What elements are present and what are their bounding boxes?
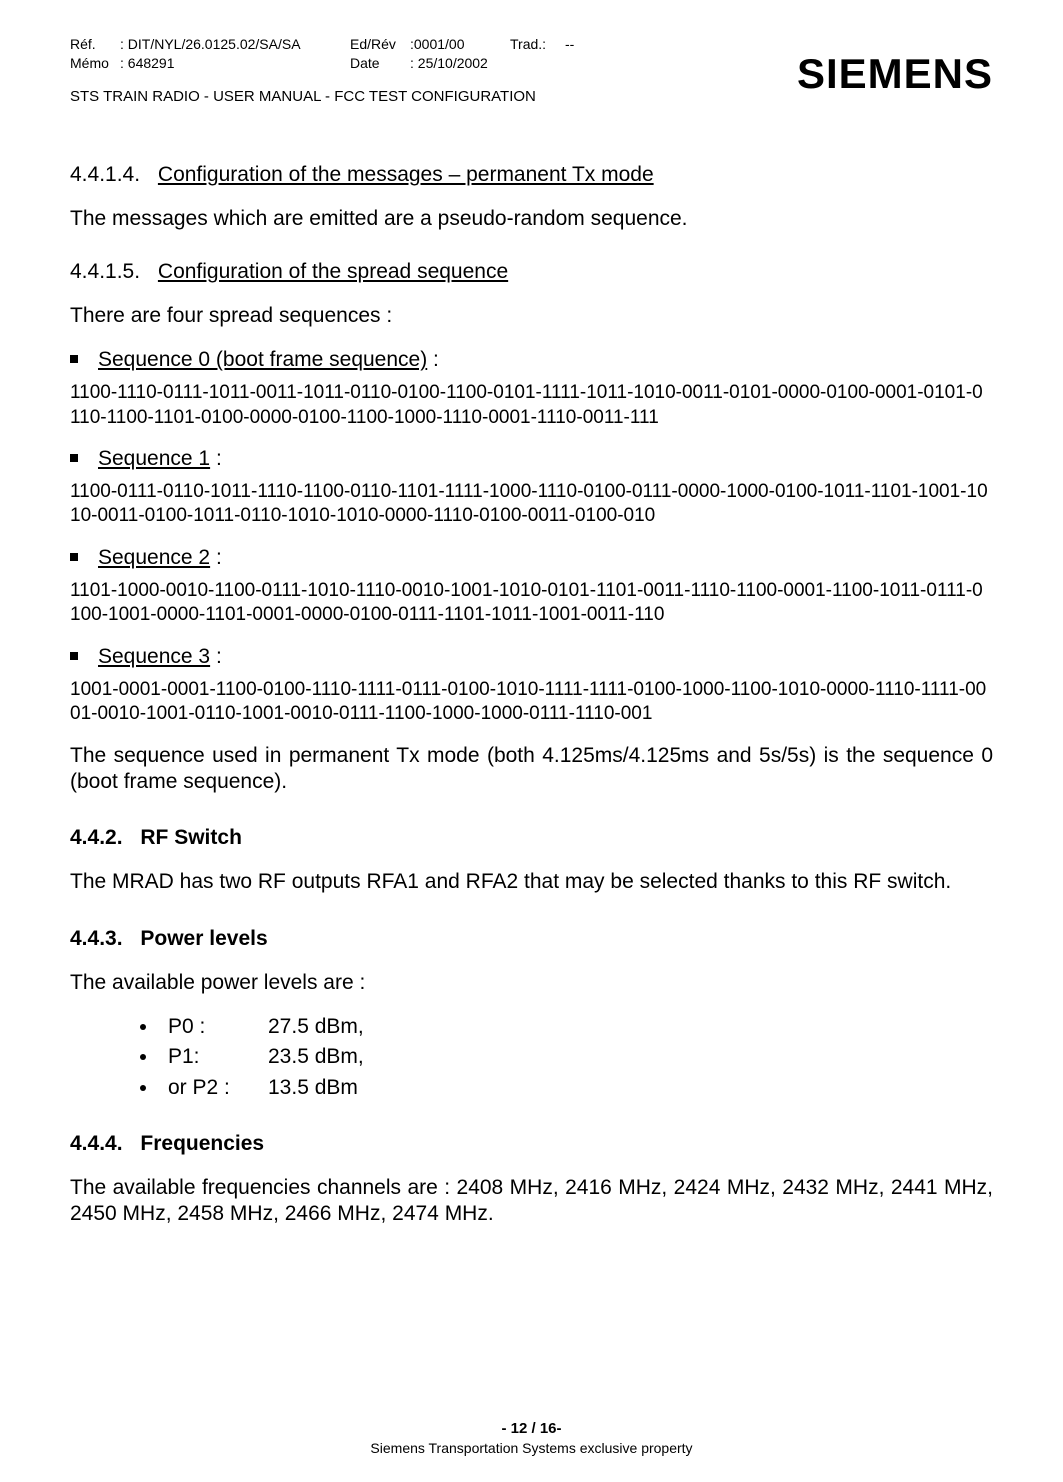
content-body: 4.4.1.4. Configuration of the messages –… — [70, 162, 993, 1228]
section-title: Configuration of the spread sequence — [158, 260, 508, 283]
page-footer: - 12 / 16- Siemens Transportation System… — [0, 1419, 1063, 1457]
power-level-value: 23.5 dBm, — [268, 1044, 364, 1070]
section-number: 4.4.1.5. — [70, 259, 140, 285]
section-title: Configuration of the messages – permanen… — [158, 163, 654, 186]
disc-bullet-icon — [140, 1085, 146, 1091]
sequence-item-3: Sequence 3 : — [70, 644, 993, 670]
sequence-label-tail: : — [210, 447, 222, 470]
power-level-value: 13.5 dBm — [268, 1075, 358, 1101]
sequence-item-0: Sequence 0 (boot frame sequence) : — [70, 347, 993, 373]
square-bullet-icon — [70, 454, 78, 462]
trad-label: Trad.: — [510, 35, 565, 54]
sequence-item-1: Sequence 1 : — [70, 446, 993, 472]
trad-value: -- — [565, 35, 574, 54]
section-number: 4.4.1.4. — [70, 162, 140, 188]
siemens-logo: SIEMENS — [797, 50, 993, 98]
paragraph: The available frequencies channels are :… — [70, 1175, 993, 1228]
sequence-data: 1001-0001-0001-1100-0100-1110-1111-0111-… — [70, 678, 993, 727]
sequence-label: Sequence 3 : — [98, 644, 222, 670]
section-number: 4.4.2. — [70, 825, 123, 851]
sequence-item-2: Sequence 2 : — [70, 545, 993, 571]
power-level-item: or P2 : 13.5 dBm — [70, 1075, 993, 1101]
section-title: RF Switch — [140, 826, 242, 849]
heading-44114: 4.4.1.4. Configuration of the messages –… — [70, 162, 993, 188]
power-level-label: P1: — [168, 1044, 268, 1070]
sequence-label: Sequence 1 : — [98, 446, 222, 472]
memo-value: : 648291 — [120, 54, 350, 73]
edrev-label: Ed/Rév — [350, 35, 410, 54]
power-level-item: P1: 23.5 dBm, — [70, 1044, 993, 1070]
sequence-data: 1100-0111-0110-1011-1110-1100-0110-1101-… — [70, 480, 993, 529]
square-bullet-icon — [70, 355, 78, 363]
sequence-label-underline: Sequence 1 — [98, 447, 210, 470]
square-bullet-icon — [70, 652, 78, 660]
sequence-label: Sequence 2 : — [98, 545, 222, 571]
section-title: Frequencies — [140, 1132, 264, 1155]
heading-44115: 4.4.1.5. Configuration of the spread seq… — [70, 259, 993, 285]
paragraph: The MRAD has two RF outputs RFA1 and RFA… — [70, 869, 993, 895]
paragraph: The sequence used in permanent Tx mode (… — [70, 743, 993, 796]
square-bullet-icon — [70, 553, 78, 561]
sequence-label-tail: : — [427, 348, 439, 371]
disc-bullet-icon — [140, 1054, 146, 1060]
power-level-item: P0 : 27.5 dBm, — [70, 1014, 993, 1040]
edrev-value: :0001/00 — [410, 35, 510, 54]
section-title: Power levels — [140, 927, 267, 950]
disc-bullet-icon — [140, 1024, 146, 1030]
sequence-data: 1100-1110-0111-1011-0011-1011-0110-0100-… — [70, 381, 993, 430]
power-levels-list: P0 : 27.5 dBm, P1: 23.5 dBm, or P2 : 13.… — [70, 1014, 993, 1101]
power-level-label: P0 : — [168, 1014, 268, 1040]
paragraph: The available power levels are : — [70, 970, 993, 996]
sequence-data: 1101-1000-0010-1100-0111-1010-1110-0010-… — [70, 579, 993, 628]
footer-property-notice: Siemens Transportation Systems exclusive… — [0, 1439, 1063, 1457]
page-number: - 12 / 16- — [0, 1419, 1063, 1439]
power-level-row: P0 : 27.5 dBm, — [168, 1014, 364, 1040]
ref-label: Réf. — [70, 35, 120, 54]
sequence-label-underline: Sequence 3 — [98, 645, 210, 668]
sequence-label-tail: : — [210, 645, 222, 668]
paragraph: The messages which are emitted are a pse… — [70, 206, 993, 232]
sequence-label-underline: Sequence 0 (boot frame sequence) — [98, 348, 427, 371]
sequence-label-tail: : — [210, 546, 222, 569]
ref-value: : DIT/NYL/26.0125.02/SA/SA — [120, 35, 350, 54]
date-label: Date — [350, 54, 410, 73]
sequence-label-underline: Sequence 2 — [98, 546, 210, 569]
power-level-row: or P2 : 13.5 dBm — [168, 1075, 358, 1101]
memo-label: Mémo — [70, 54, 120, 73]
section-number: 4.4.3. — [70, 926, 123, 952]
date-value: : 25/10/2002 — [410, 54, 510, 73]
page: Réf. : DIT/NYL/26.0125.02/SA/SA Ed/Rév :… — [0, 0, 1063, 1482]
paragraph: There are four spread sequences : — [70, 303, 993, 329]
heading-444: 4.4.4. Frequencies — [70, 1131, 993, 1157]
sequence-label: Sequence 0 (boot frame sequence) : — [98, 347, 439, 373]
power-level-value: 27.5 dBm, — [268, 1014, 364, 1040]
power-level-row: P1: 23.5 dBm, — [168, 1044, 364, 1070]
power-level-label: or P2 : — [168, 1075, 268, 1101]
heading-442: 4.4.2. RF Switch — [70, 825, 993, 851]
heading-443: 4.4.3. Power levels — [70, 926, 993, 952]
section-number: 4.4.4. — [70, 1131, 123, 1157]
